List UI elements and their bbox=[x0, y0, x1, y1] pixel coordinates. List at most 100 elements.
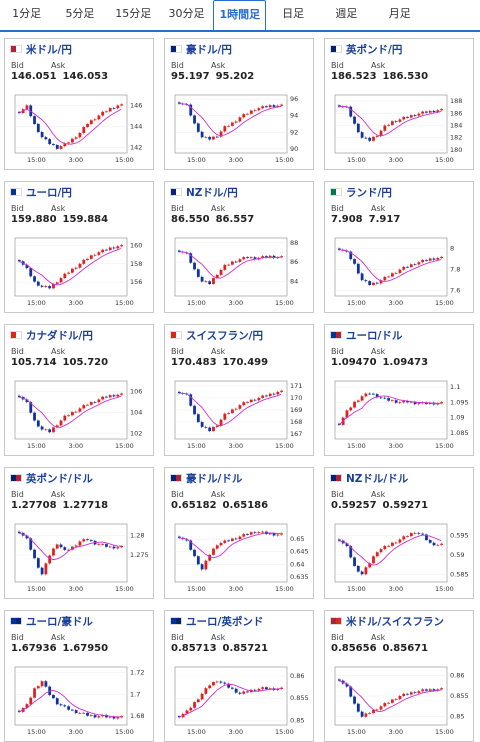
candle bbox=[379, 130, 383, 136]
candle bbox=[82, 405, 86, 409]
candle bbox=[185, 710, 189, 714]
chart-frame bbox=[334, 380, 448, 440]
candle bbox=[200, 276, 204, 282]
rate-card[interactable]: 英ポンド/円 Bid Ask 186.523 186.530 188 186 184 182 18… bbox=[324, 38, 474, 170]
x-tick-label: 15:00 bbox=[347, 299, 366, 307]
x-tick-label: 3:00 bbox=[229, 442, 244, 450]
price-chart[interactable]: 1.72 1.7 1.68 15:00 3:00 15:00 bbox=[9, 663, 149, 739]
pair-name[interactable]: ユーロ/英ポンド bbox=[186, 615, 264, 628]
tab-5[interactable]: 日足 bbox=[282, 7, 305, 20]
candle bbox=[406, 266, 409, 268]
candle bbox=[394, 400, 398, 403]
y-tick-label: 106 bbox=[130, 388, 142, 396]
y-tick-label: 0.645 bbox=[290, 548, 309, 556]
rate-card[interactable]: 豪ドル/円 Bid Ask 95.197 95.202 96 94 92 90 15:00 3:00… bbox=[164, 38, 314, 170]
candle bbox=[242, 691, 246, 694]
price-chart[interactable]: 171 170 169 168 167 15:00 3:00 15:00 bbox=[169, 377, 309, 453]
pair-name[interactable]: 豪ドル/ドル bbox=[186, 472, 243, 485]
price-chart[interactable]: 1.28 1.275 15:00 3:00 15:00 bbox=[9, 520, 149, 596]
y-tick-label: 8 bbox=[450, 245, 454, 253]
y-tick-label: 94 bbox=[290, 112, 298, 120]
candle bbox=[402, 266, 406, 270]
candle bbox=[257, 532, 261, 533]
x-tick-label: 15:00 bbox=[187, 299, 206, 307]
rate-card[interactable]: ユーロ/豪ドル Bid Ask 1.67936 1.67950 1.72 1.7 1.68 15… bbox=[4, 610, 154, 742]
rate-card[interactable]: カナダドル/円 Bid Ask 105.714 105.720 106 104 102 15:0… bbox=[4, 324, 154, 456]
candle bbox=[196, 414, 200, 423]
pair-name[interactable]: ユーロ/豪ドル bbox=[26, 615, 93, 628]
price-chart[interactable]: 106 104 102 15:00 3:00 15:00 bbox=[9, 377, 149, 453]
tab-3[interactable]: 30分足 bbox=[168, 7, 205, 20]
rate-card[interactable]: 米ドル/スイスフラン Bid Ask 0.85656 0.85671 0.86 0.855 0… bbox=[324, 610, 474, 742]
price-labels: Bid Ask bbox=[325, 633, 473, 642]
rate-card[interactable]: 英ポンド/ドル Bid Ask 1.27708 1.27718 1.28 1.275 15:0… bbox=[4, 467, 154, 599]
prices: 0.59257 0.59271 bbox=[325, 500, 473, 511]
candle bbox=[406, 400, 409, 403]
candle bbox=[268, 533, 272, 535]
price-chart[interactable]: 8 7.8 7.6 15:00 3:00 15:00 bbox=[329, 234, 469, 310]
rate-card[interactable]: NZドル/円 Bid Ask 86.550 86.557 88 86 84 15:00 3:00 1… bbox=[164, 181, 314, 313]
tab-6[interactable]: 週足 bbox=[335, 7, 358, 20]
pair-name[interactable]: 英ポンド/ドル bbox=[26, 472, 93, 485]
price-chart[interactable]: 96 94 92 90 15:00 3:00 15:00 bbox=[169, 91, 309, 167]
price-chart[interactable]: 146 144 142 15:00 3:00 15:00 bbox=[9, 91, 149, 167]
price-chart[interactable]: 0.86 0.855 0.85 15:00 3:00 15:00 bbox=[329, 663, 469, 739]
candle bbox=[86, 712, 89, 716]
rate-card[interactable]: ユーロ/英ポンド Bid Ask 0.85713 0.85721 0.86 0.855 0.8… bbox=[164, 610, 314, 742]
pair-name[interactable]: ユーロ/ドル bbox=[346, 329, 403, 342]
tab-7[interactable]: 月足 bbox=[388, 7, 411, 20]
candle bbox=[18, 260, 21, 262]
pair-name[interactable]: カナダドル/円 bbox=[26, 329, 93, 342]
price-chart[interactable]: 160 158 156 15:00 3:00 15:00 bbox=[9, 234, 149, 310]
rate-card[interactable]: ユーロ/円 Bid Ask 159.880 159.884 160 158 156 15:00 3… bbox=[4, 181, 154, 313]
rate-card[interactable]: ユーロ/ドル Bid Ask 1.09470 1.09473 1.1 1.095 1.09 1.… bbox=[324, 324, 474, 456]
y-tick-label: 0.85 bbox=[450, 713, 464, 721]
candle bbox=[227, 125, 230, 127]
card-header: 英ポンド/円 bbox=[325, 39, 473, 59]
tab-2[interactable]: 15分足 bbox=[115, 7, 152, 20]
y-tick-label: 1.1 bbox=[450, 383, 460, 391]
pair-name[interactable]: 米ドル/円 bbox=[26, 43, 72, 56]
candle bbox=[108, 716, 112, 718]
candle bbox=[101, 544, 105, 545]
tab-4[interactable]: 1時間足 bbox=[213, 0, 267, 30]
pair-name[interactable]: ランド/円 bbox=[346, 186, 392, 199]
tab-1[interactable]: 5分足 bbox=[65, 7, 95, 20]
flag-icon bbox=[330, 188, 342, 196]
price-chart[interactable]: 0.595 0.59 0.585 15:00 3:00 15:00 bbox=[329, 520, 469, 596]
candle bbox=[280, 104, 283, 106]
moving-average-line bbox=[338, 106, 442, 137]
price-chart[interactable]: 1.1 1.095 1.09 1.085 15:00 3:00 15:00 bbox=[329, 377, 469, 453]
bid-label: Bid bbox=[171, 490, 184, 499]
pair-name[interactable]: NZドル/円 bbox=[186, 186, 238, 199]
candle bbox=[40, 567, 44, 575]
price-chart[interactable]: 188 186 184 182 180 15:00 3:00 15:00 bbox=[329, 91, 469, 167]
tab-0[interactable]: 1分足 bbox=[12, 7, 42, 20]
pair-name[interactable]: スイスフラン/円 bbox=[186, 329, 264, 342]
candle bbox=[212, 426, 215, 432]
rate-card[interactable]: ランド/円 Bid Ask 7.908 7.917 8 7.8 7.6 15:00 3:00 15:… bbox=[324, 181, 474, 313]
price-labels: Bid Ask bbox=[165, 633, 313, 642]
pair-name[interactable]: 豪ドル/円 bbox=[186, 43, 232, 56]
pair-name[interactable]: ユーロ/円 bbox=[26, 186, 72, 199]
pair-name[interactable]: NZドル/ドル bbox=[346, 472, 409, 485]
candle bbox=[55, 544, 59, 549]
price-chart[interactable]: 0.86 0.855 0.85 15:00 3:00 15:00 bbox=[169, 663, 309, 739]
candle bbox=[242, 534, 246, 537]
y-tick-label: 0.855 bbox=[450, 692, 469, 700]
rate-card[interactable]: NZドル/ドル Bid Ask 0.59257 0.59271 0.595 0.59 0.58… bbox=[324, 467, 474, 599]
price-chart[interactable]: 0.65 0.645 0.64 0.635 15:00 3:00 15:00 bbox=[169, 520, 309, 596]
price-chart[interactable]: 88 86 84 15:00 3:00 15:00 bbox=[169, 234, 309, 310]
y-tick-label: 1.72 bbox=[130, 668, 144, 676]
flag-icon bbox=[330, 474, 342, 482]
rate-card[interactable]: 豪ドル/ドル Bid Ask 0.65182 0.65186 0.65 0.645 0.64 0… bbox=[164, 467, 314, 599]
card-header: ユーロ/円 bbox=[5, 182, 153, 202]
candle bbox=[338, 248, 341, 250]
rate-card[interactable]: スイスフラン/円 Bid Ask 170.483 170.499 171 170 169 168… bbox=[164, 324, 314, 456]
candle bbox=[268, 393, 272, 397]
pair-name[interactable]: 英ポンド/円 bbox=[346, 43, 403, 56]
rate-card[interactable]: 米ドル/円 Bid Ask 146.051 146.053 146 144 142 15:00 3… bbox=[4, 38, 154, 170]
pair-name[interactable]: 米ドル/スイスフラン bbox=[346, 615, 445, 628]
candle bbox=[338, 679, 341, 681]
candle bbox=[268, 688, 272, 690]
